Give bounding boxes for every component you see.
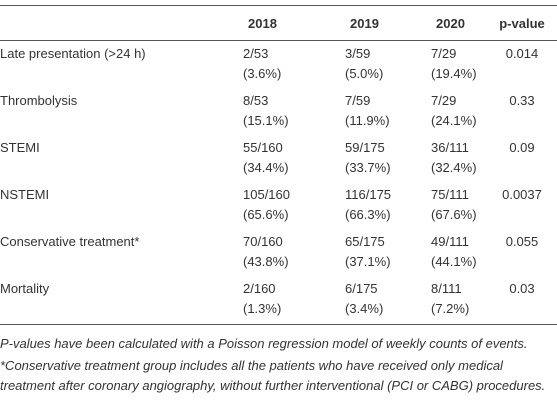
table-cell: 2/160 (1.3%) [243, 275, 345, 325]
table-cell: 36/111 (32.4%) [431, 135, 487, 182]
percent: (65.6%) [243, 206, 289, 222]
count: 2/53 [243, 46, 269, 61]
table-cell: 2/53 (3.6%) [243, 41, 345, 88]
count: 59/175 [345, 139, 385, 155]
percent: (33.7%) [345, 159, 391, 175]
p-value: 0.055 [505, 233, 539, 249]
count: 6/175 [345, 280, 378, 296]
table-body: Late presentation (>24 h) 2/53 (3.6%) 3/59 (… [0, 41, 557, 325]
percent: (32.4%) [431, 159, 477, 175]
p-value: 0.03 [487, 275, 557, 325]
table-cell: 6/175 (3.4%) [345, 275, 431, 325]
count: 3/59 [345, 46, 371, 61]
percent: (43.8%) [243, 253, 289, 269]
count: 7/29 [431, 46, 457, 61]
table-cell: 75/111 (67.6%) [431, 182, 487, 229]
table-cell: 70/160 (43.8%) [243, 229, 345, 276]
percent: (67.6%) [431, 206, 477, 222]
footnote: P-values have been calculated with a Poi… [0, 336, 528, 351]
percent: (44.1%) [431, 253, 477, 269]
percent: (34.4%) [243, 159, 289, 175]
table-cell: 105/160 (65.6%) [243, 182, 345, 229]
count: 8/53 [243, 92, 269, 108]
column-header: 2020 [431, 5, 487, 41]
percent: (1.3%) [243, 300, 282, 316]
count: 116/175 [345, 186, 392, 202]
percent: (19.4%) [431, 66, 477, 81]
table-row: Conservative treatment* 70/160 (43.8%) 65/1… [0, 229, 557, 276]
table-cell: 7/29 (24.1%) [431, 88, 487, 135]
percent: (7.2%) [431, 300, 470, 316]
column-header: p-value [487, 5, 557, 41]
table-row: Late presentation (>24 h) 2/53 (3.6%) 3/59 (… [0, 41, 557, 88]
table-row: STEMI 55/160 (34.4%) 59/175 (33.7%) 36/111 (32… [0, 135, 557, 182]
table-cell: 116/175 (66.3%) [345, 182, 431, 229]
row-label: Thrombolysis [0, 92, 78, 108]
column-header: 2019 [345, 5, 431, 41]
percent: (5.0%) [345, 66, 384, 81]
count: 8/111 [431, 280, 462, 296]
p-value: 0.014 [505, 46, 539, 61]
table-cell: 8/111 (7.2%) [431, 275, 487, 325]
p-value: 0.33 [509, 92, 535, 108]
row-label: NSTEMI [0, 186, 50, 202]
percent: (3.6%) [243, 66, 282, 81]
count: 70/160 [243, 233, 283, 249]
count: 105/160 [243, 186, 290, 202]
table-cell: 49/111 (44.1%) [431, 229, 487, 276]
percent: (3.4%) [345, 300, 384, 316]
row-label: Mortality [0, 275, 243, 325]
table-cell: 65/175 (37.1%) [345, 229, 431, 276]
data-table: 2018 2019 2020 p-value Late presentation (>… [0, 5, 557, 325]
table-cell: 7/59 (11.9%) [345, 88, 431, 135]
count: 2/160 [243, 280, 276, 296]
footnotes: P-values have been calculated with a Poi… [0, 334, 557, 396]
p-value: 0.0037 [502, 186, 542, 202]
page: {"table": { "columns": ["2018", "2019", … [0, 5, 557, 420]
table-row: Thrombolysis 8/53 (15.1%) 7/59 (11.9%) 7/29 (2… [0, 88, 557, 135]
count: 65/175 [345, 233, 385, 249]
header-cell [0, 5, 243, 41]
percent: (15.1%) [243, 112, 289, 128]
percent: (66.3%) [345, 206, 391, 222]
percent: (37.1%) [345, 253, 391, 269]
percent: (11.9%) [345, 112, 390, 128]
count: 49/111 [431, 233, 469, 249]
count: 7/29 [431, 92, 457, 108]
table-cell: 3/59 (5.0%) [345, 41, 431, 88]
row-label: STEMI [0, 139, 40, 155]
table-row: Mortality 2/160 (1.3%) 6/175 (3.4%) 8/111 (7.2… [0, 275, 557, 325]
footnote: *Conservative treatment group includes a… [0, 358, 546, 393]
row-label: Conservative treatment* [0, 233, 140, 249]
table-cell: 55/160 (34.4%) [243, 135, 345, 182]
table-cell: 8/53 (15.1%) [243, 88, 345, 135]
count: 7/59 [345, 92, 371, 108]
table-cell: 7/29 (19.4%) [431, 41, 487, 88]
count: 55/160 [243, 139, 283, 155]
column-header: 2018 [243, 5, 345, 41]
count: 36/111 [431, 139, 469, 155]
table-cell: 59/175 (33.7%) [345, 135, 431, 182]
percent: (24.1%) [431, 112, 477, 128]
p-value: 0.09 [509, 139, 535, 155]
count: 75/111 [431, 186, 469, 202]
row-label: Late presentation (>24 h) [0, 46, 146, 61]
header-row: 2018 2019 2020 p-value [0, 5, 557, 41]
table-row: NSTEMI 105/160 (65.6%) 116/175 (66.3%) 75/111… [0, 182, 557, 229]
